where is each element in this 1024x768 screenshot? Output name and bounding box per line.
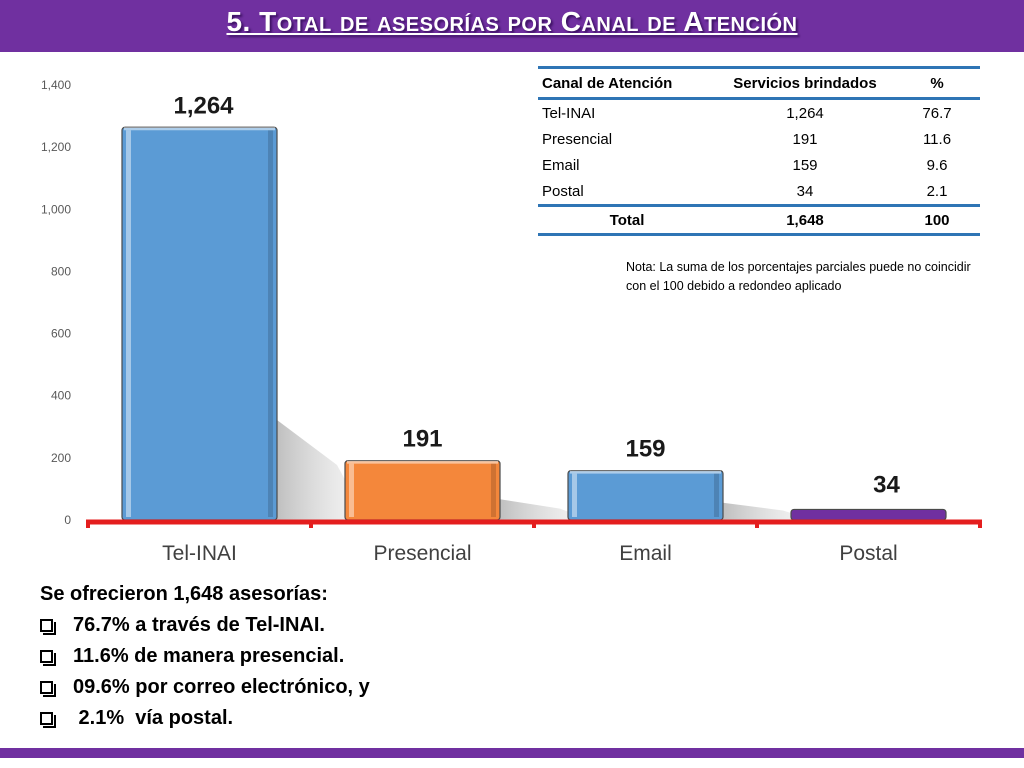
title-bar [0, 0, 1024, 52]
table-cell: 1,264 [786, 104, 824, 122]
list-item-text: 09.6% por correo electrónico, y [73, 676, 370, 698]
table-row: Presencial 191 11.6 [538, 126, 980, 152]
list-item: 2.1% vía postal. [40, 703, 370, 734]
list-item-text: 76.7% a través de Tel-INAI. [73, 614, 325, 636]
table-total-value: 1,648 [716, 204, 894, 236]
category-label: Presencial [373, 542, 471, 565]
y-tick-label: 1,200 [41, 140, 71, 154]
list-item: 76.7% a través de Tel-INAI. [40, 610, 370, 641]
bar-top-highlight [570, 470, 721, 474]
category-label: Email [619, 542, 672, 565]
data-label: 191 [402, 426, 442, 453]
y-tick-label: 200 [51, 451, 71, 465]
bar-top-highlight [124, 127, 275, 131]
data-label: 159 [625, 436, 665, 463]
category-label: Postal [839, 542, 897, 565]
table-cell: 11.6 [922, 130, 952, 148]
table-cell: 9.6 [926, 156, 948, 174]
bar-edge [268, 130, 273, 517]
page-title: 5. Total de asesorías por Canal de Atenc… [226, 6, 798, 37]
list-item: 09.6% por correo electrónico, y [40, 672, 370, 703]
table-cell: Tel-INAI [542, 104, 596, 122]
table-cell: 159 [792, 156, 818, 174]
y-tick-label: 800 [51, 264, 71, 278]
table-total-label: Total [538, 204, 716, 236]
table-row: Email 159 9.6 [538, 152, 980, 178]
bar [344, 460, 501, 521]
footer-bar [0, 748, 1024, 758]
table-header: Servicios brindados [716, 66, 894, 100]
table-cell: 191 [792, 130, 818, 148]
table-cell: 2.1 [926, 182, 948, 200]
checkbox-bullet-icon [40, 681, 56, 697]
bar-highlight [349, 463, 354, 517]
checkbox-bullet-icon [40, 650, 56, 666]
bar [121, 126, 278, 521]
table-row: Postal 34 2.1 [538, 178, 980, 206]
checkbox-bullet-icon [40, 712, 56, 728]
table-cell: 76.7 [922, 104, 952, 122]
checkbox-bullet-icon [40, 619, 56, 635]
table-header: % [894, 66, 980, 100]
summary-table: Canal de Atención Servicios brindados % … [538, 66, 980, 236]
summary-heading: Se ofrecieron 1,648 asesorías: [40, 583, 328, 605]
footnote: Nota: La suma de los porcentajes parcial… [626, 260, 971, 293]
list-item-text: 2.1% vía postal. [73, 707, 234, 729]
y-tick-label: 600 [51, 327, 71, 341]
table-cell: 34 [796, 182, 814, 200]
bar-chart: 0 200 400 600 800 1,000 1,200 1,400 Tel-INAI Pre… [41, 78, 982, 565]
y-tick-label: 0 [64, 513, 71, 527]
table-header: Canal de Atención [538, 66, 716, 100]
bar-edge [491, 463, 496, 517]
bar-highlight [572, 473, 577, 517]
table-total-percent: 100 [894, 204, 980, 236]
bar-top-highlight [347, 460, 498, 464]
table-cell: Presencial [542, 130, 613, 148]
bar-highlight [126, 130, 131, 517]
table-row: Tel-INAI 1,264 76.7 [538, 99, 980, 127]
y-tick-label: 1,000 [41, 202, 71, 216]
y-tick-label: 400 [51, 389, 71, 403]
list-item-text: 11.6% de manera presencial. [73, 645, 345, 667]
table-total-row: Total 1,648 100 [538, 204, 980, 236]
y-tick-label: 1,400 [41, 78, 71, 92]
data-label: 34 [873, 471, 900, 498]
list-item: 11.6% de manera presencial. [40, 641, 370, 672]
data-label: 1,264 [173, 92, 234, 119]
table-header-row: Canal de Atención Servicios brindados % [538, 66, 980, 100]
bar-edge [714, 473, 719, 517]
table-cell: Postal [542, 182, 584, 200]
summary-list: Se ofrecieron 1,648 asesorías: 76.7% a t… [40, 578, 370, 734]
bar [790, 508, 947, 521]
bar [567, 469, 724, 521]
table-cell: Email [542, 156, 580, 174]
category-label: Tel-INAI [162, 542, 237, 565]
